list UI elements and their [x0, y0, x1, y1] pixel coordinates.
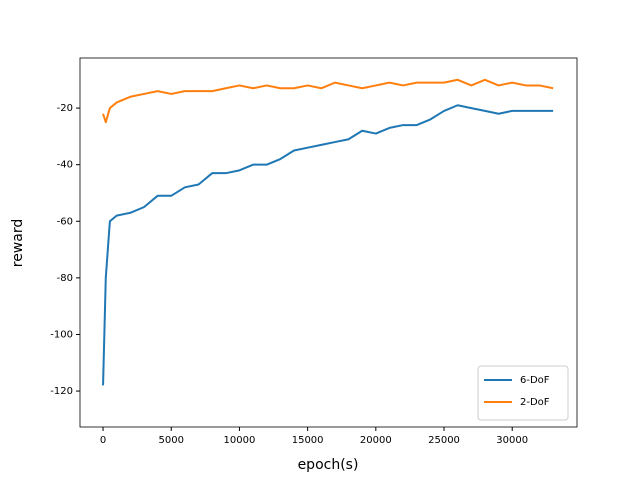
axes-frame: [79, 57, 578, 428]
x-tick-label: 25000: [428, 435, 460, 446]
x-tick-label: 30000: [496, 435, 528, 446]
y-tick-label: -60: [57, 216, 73, 227]
series-line: [102, 104, 554, 386]
series-line: [102, 78, 554, 124]
x-tick-label: 5000: [159, 435, 184, 446]
y-tick-label: -40: [57, 160, 73, 171]
y-tick-label: -20: [57, 103, 73, 114]
y-tick-label: -120: [50, 386, 73, 397]
x-tick-label: 20000: [360, 435, 392, 446]
legend-label: 6-DoF: [520, 375, 550, 386]
y-axis-label: reward: [10, 219, 26, 268]
y-tick-label: -100: [50, 329, 73, 340]
x-axis-label: epoch(s): [298, 457, 359, 473]
x-tick-label: 10000: [224, 435, 256, 446]
x-tick-label: 0: [100, 435, 106, 446]
legend: 6-DoF 2-DoF: [477, 365, 569, 421]
y-tick-label: -80: [57, 273, 73, 284]
legend-label: 2-DoF: [520, 397, 550, 408]
x-tick-label: 15000: [292, 435, 324, 446]
